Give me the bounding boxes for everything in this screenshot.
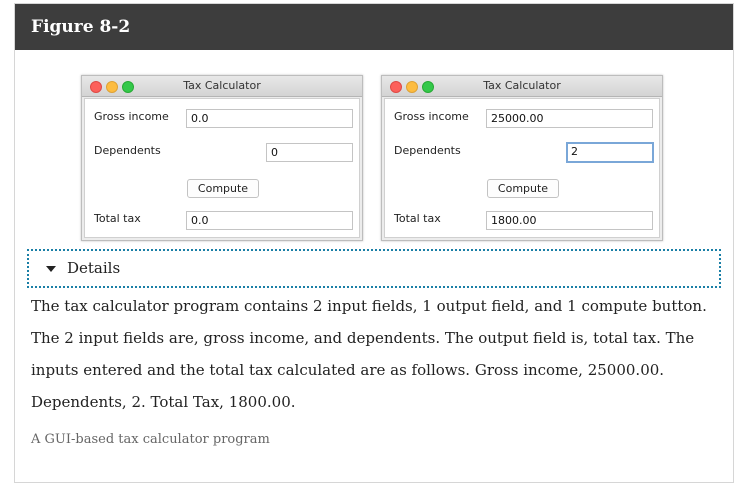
total-tax-label: Total tax xyxy=(94,212,141,225)
figure-container: Figure 8-2 Tax Calculator Gross income 0… xyxy=(14,3,734,483)
window-titlebar[interactable]: Tax Calculator xyxy=(82,76,362,97)
compute-button[interactable]: Compute xyxy=(187,179,259,198)
dependents-field[interactable]: 2 xyxy=(566,142,654,163)
window-title: Tax Calculator xyxy=(483,79,561,92)
gross-income-field[interactable]: 25000.00 xyxy=(486,109,653,128)
close-window-icon[interactable] xyxy=(90,81,102,93)
minimize-window-icon[interactable] xyxy=(406,81,418,93)
figure-caption: A GUI-based tax calculator program xyxy=(31,432,270,447)
zoom-window-icon[interactable] xyxy=(122,81,134,93)
zoom-window-icon[interactable] xyxy=(422,81,434,93)
dependents-label: Dependents xyxy=(394,144,461,157)
triangle-down-icon xyxy=(46,266,56,272)
gross-income-label: Gross income xyxy=(94,110,169,123)
details-description: The tax calculator program contains 2 in… xyxy=(31,297,707,411)
window-content: Gross income 25000.00 Dependents 2 Compu… xyxy=(384,98,660,238)
total-tax-field[interactable]: 1800.00 xyxy=(486,211,653,230)
tax-calculator-window-computed: Tax Calculator Gross income 25000.00 Dep… xyxy=(381,75,663,241)
details-toggle[interactable]: Details xyxy=(27,249,721,288)
figure-title: Figure 8-2 xyxy=(15,4,733,50)
close-window-icon[interactable] xyxy=(390,81,402,93)
total-tax-field[interactable]: 0.0 xyxy=(186,211,353,230)
minimize-window-icon[interactable] xyxy=(106,81,118,93)
window-content: Gross income 0.0 Dependents 0 Compute To… xyxy=(84,98,360,238)
details-label: Details xyxy=(67,259,121,277)
tax-calculator-window-initial: Tax Calculator Gross income 0.0 Dependen… xyxy=(81,75,363,241)
gross-income-field[interactable]: 0.0 xyxy=(186,109,353,128)
dependents-label: Dependents xyxy=(94,144,161,157)
dependents-field[interactable]: 0 xyxy=(266,143,353,162)
window-titlebar[interactable]: Tax Calculator xyxy=(382,76,662,97)
compute-button[interactable]: Compute xyxy=(487,179,559,198)
window-title: Tax Calculator xyxy=(183,79,261,92)
gross-income-label: Gross income xyxy=(394,110,469,123)
total-tax-label: Total tax xyxy=(394,212,441,225)
